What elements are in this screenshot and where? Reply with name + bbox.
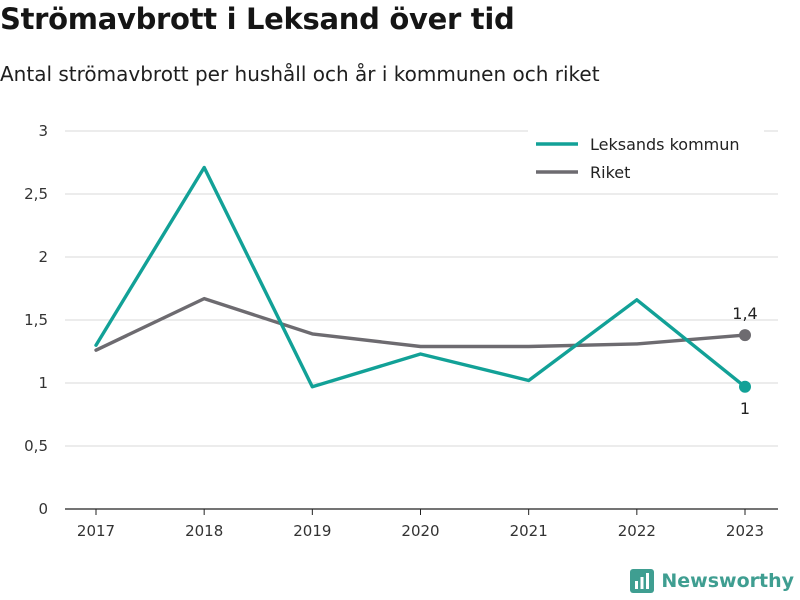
axes: 0 0,5 1 1,5 2 2,5 3 2017 2018 2019 2020 2021 2022 202… <box>24 122 778 540</box>
chart-subtitle: Antal strömavbrott per hushåll och år i … <box>0 62 600 86</box>
end-labels: 11,4 <box>732 304 757 418</box>
legend-label: Leksands kommun <box>590 135 740 154</box>
x-tick-label: 2023 <box>726 522 764 540</box>
series-line-leksand <box>94 165 747 389</box>
newsworthy-brand: Newsworthy <box>629 568 794 594</box>
end-point-riket <box>739 329 751 342</box>
y-tick-label: 2,5 <box>24 185 48 203</box>
y-tick-label: 0 <box>38 500 48 518</box>
x-tick-label: 2019 <box>293 522 331 540</box>
line-chart: 0 0,5 1 1,5 2 2,5 3 2017 2018 2019 2020 2021 2022 202… <box>24 122 778 540</box>
x-tick-label: 2022 <box>618 522 656 540</box>
legend-label: Riket <box>590 163 630 182</box>
end-label-riket: 1,4 <box>732 304 757 323</box>
series-lines <box>94 165 751 393</box>
y-tick-label: 2 <box>38 248 48 266</box>
y-tick-label: 0,5 <box>24 437 48 455</box>
y-tick-label: 3 <box>38 122 48 140</box>
end-label-leksand: 1 <box>740 399 750 418</box>
x-tick-label: 2017 <box>77 522 115 540</box>
y-tick-label: 1 <box>38 374 48 392</box>
series-line-riket <box>94 296 747 352</box>
x-tick-label: 2021 <box>510 522 548 540</box>
brand-name: Newsworthy <box>661 570 794 592</box>
chart-title: Strömavbrott i Leksand över tid <box>0 2 515 36</box>
legend-background <box>528 128 764 186</box>
newsworthy-logo-icon <box>630 569 655 593</box>
y-tick-label: 1,5 <box>24 311 48 329</box>
legend: Leksands kommun Riket <box>528 128 764 186</box>
x-tick-label: 2020 <box>401 522 439 540</box>
x-tick-label: 2018 <box>185 522 223 540</box>
end-point-leksand <box>739 380 751 393</box>
